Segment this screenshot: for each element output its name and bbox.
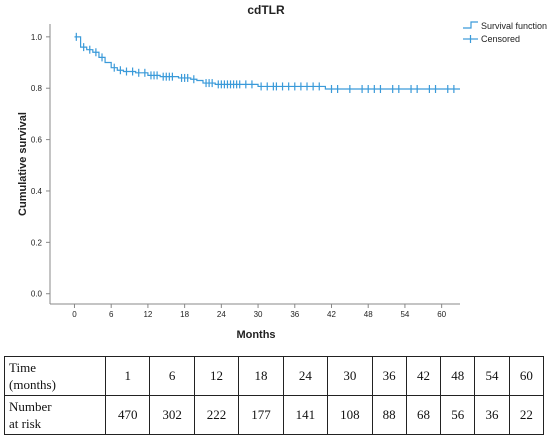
legend-survival-label: Survival function bbox=[481, 21, 547, 31]
number-at-risk-table: Time (months) 1 6 12 18 24 30 36 42 48 54… bbox=[4, 356, 545, 435]
at-risk-cell: 108 bbox=[327, 395, 373, 435]
survival-chart: cdTLR 0.0 0.2 0.4 0.6 0.8 1.0 0 6 12 18 24 30 36 42 4… bbox=[17, 3, 547, 341]
y-tick-label: 0.6 bbox=[31, 136, 43, 145]
legend: Survival function Censored bbox=[463, 21, 547, 44]
y-axis-label: Cumulative survival bbox=[17, 112, 29, 216]
x-tick-label: 18 bbox=[180, 310, 189, 319]
at-risk-cell: 177 bbox=[238, 395, 284, 435]
table-row-at-risk: Number at risk 470 302 222 177 141 108 88… bbox=[4, 395, 545, 435]
at-risk-cell: 88 bbox=[371, 395, 407, 435]
y-tick-label: 0.0 bbox=[31, 290, 43, 299]
table-row-time: Time (months) 1 6 12 18 24 30 36 42 48 54… bbox=[4, 356, 545, 396]
time-cell: 60 bbox=[508, 356, 545, 396]
survival-function-series bbox=[74, 36, 460, 90]
at-risk-label: at risk bbox=[9, 416, 42, 431]
plot-frame bbox=[49, 24, 460, 305]
time-cell: 1 bbox=[104, 356, 151, 396]
at-risk-cell: 470 bbox=[104, 395, 151, 435]
x-tick-label: 0 bbox=[72, 310, 77, 319]
censored-marks bbox=[75, 32, 455, 93]
y-tick-label: 0.2 bbox=[31, 238, 43, 247]
time-cell: 12 bbox=[193, 356, 240, 396]
x-tick-label: 6 bbox=[109, 310, 114, 319]
y-tick-label: 0.4 bbox=[31, 187, 43, 196]
at-risk-cell: 22 bbox=[508, 395, 545, 435]
time-cell: 48 bbox=[440, 356, 476, 396]
time-cell: 36 bbox=[371, 356, 407, 396]
at-risk-cell: 222 bbox=[193, 395, 240, 435]
at-risk-cell: 68 bbox=[405, 395, 442, 435]
x-tick-label: 54 bbox=[400, 310, 409, 319]
time-row-header: Time (months) bbox=[4, 356, 106, 396]
at-risk-row-header: Number at risk bbox=[4, 395, 106, 435]
months-label: (months) bbox=[9, 377, 56, 392]
time-cell: 54 bbox=[474, 356, 510, 396]
at-risk-cell: 56 bbox=[440, 395, 476, 435]
legend-survival-swatch bbox=[463, 21, 478, 29]
at-risk-cell: 302 bbox=[149, 395, 195, 435]
x-axis-label: Months bbox=[236, 329, 275, 341]
time-cell: 6 bbox=[149, 356, 195, 396]
survival-step-line bbox=[74, 36, 460, 90]
x-tick-label: 24 bbox=[217, 310, 226, 319]
legend-censored-label: Censored bbox=[481, 34, 520, 44]
x-tick-label: 42 bbox=[327, 310, 336, 319]
x-tick-label: 30 bbox=[254, 310, 263, 319]
time-cell: 30 bbox=[327, 356, 373, 396]
x-tick-label: 60 bbox=[437, 310, 446, 319]
time-label: Time bbox=[9, 360, 36, 375]
x-axis-ticks: 0 6 12 18 24 30 36 42 48 54 60 bbox=[72, 304, 447, 319]
time-cell: 24 bbox=[282, 356, 329, 396]
at-risk-cell: 141 bbox=[282, 395, 329, 435]
time-cell: 18 bbox=[238, 356, 284, 396]
time-cell: 42 bbox=[405, 356, 442, 396]
x-tick-label: 48 bbox=[364, 310, 373, 319]
chart-title: cdTLR bbox=[247, 3, 285, 17]
x-tick-label: 12 bbox=[143, 310, 152, 319]
y-tick-label: 1.0 bbox=[31, 33, 43, 42]
y-tick-label: 0.8 bbox=[31, 84, 43, 93]
x-tick-label: 36 bbox=[290, 310, 299, 319]
at-risk-cell: 36 bbox=[474, 395, 510, 435]
y-axis-ticks: 0.0 0.2 0.4 0.6 0.8 1.0 bbox=[31, 33, 50, 299]
number-label: Number bbox=[9, 399, 52, 414]
